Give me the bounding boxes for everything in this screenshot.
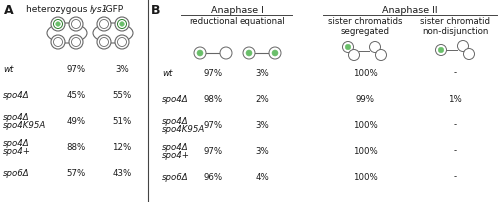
Text: spo4Δ: spo4Δ [3,90,30,100]
Circle shape [56,22,60,26]
Circle shape [51,35,65,49]
Text: sister chromatids
segregated: sister chromatids segregated [328,17,402,36]
Text: 97%: 97% [204,146,223,156]
Text: 97%: 97% [66,64,86,74]
Circle shape [345,44,351,50]
Ellipse shape [93,23,133,43]
Text: -: - [454,68,456,78]
Text: 100%: 100% [352,121,378,129]
Text: 100%: 100% [352,68,378,78]
Text: 4%: 4% [255,173,269,182]
Text: 3%: 3% [255,146,269,156]
Text: -GFP: -GFP [103,5,124,14]
Circle shape [97,35,111,49]
Text: sister chromatid
non-disjunction: sister chromatid non-disjunction [420,17,490,36]
Circle shape [220,47,232,59]
Text: reductional: reductional [189,17,238,26]
Circle shape [97,17,111,31]
Circle shape [120,22,124,26]
Circle shape [436,44,446,56]
Text: 2%: 2% [255,95,269,103]
Text: 3%: 3% [255,68,269,78]
Circle shape [100,20,108,28]
Text: A: A [4,4,14,17]
Text: -: - [454,173,456,182]
Text: spo4K95A: spo4K95A [162,124,206,134]
Text: B: B [151,4,160,17]
Text: -: - [454,121,456,129]
Text: spo4Δ: spo4Δ [162,95,188,103]
Text: equational: equational [239,17,285,26]
Text: 3%: 3% [255,121,269,129]
Text: 43%: 43% [112,168,132,178]
Circle shape [72,38,80,46]
Circle shape [243,47,255,59]
Circle shape [197,50,203,56]
Text: 12%: 12% [112,142,132,152]
Circle shape [51,17,65,31]
Text: 96%: 96% [204,173,223,182]
Text: wt: wt [3,64,13,74]
Text: 45%: 45% [66,90,86,100]
Circle shape [100,38,108,46]
Text: 97%: 97% [204,121,223,129]
Circle shape [272,50,278,56]
Text: -: - [454,146,456,156]
Text: spo4+: spo4+ [3,146,31,156]
Circle shape [54,20,62,28]
Text: 99%: 99% [356,95,374,103]
Circle shape [72,20,80,28]
Circle shape [370,41,380,53]
Circle shape [69,17,83,31]
Text: 100%: 100% [352,146,378,156]
Text: heterozygous: heterozygous [26,5,90,14]
Text: lys1: lys1 [90,5,108,14]
Text: 55%: 55% [112,90,132,100]
Circle shape [54,38,62,46]
Text: Anaphase I: Anaphase I [211,6,264,15]
Circle shape [194,47,206,59]
Circle shape [246,50,252,56]
Text: 97%: 97% [204,68,223,78]
Circle shape [342,41,353,53]
Text: 88%: 88% [66,142,86,152]
Circle shape [269,47,281,59]
Circle shape [438,47,444,53]
Circle shape [348,49,360,61]
Circle shape [115,17,129,31]
Text: spo4Δ: spo4Δ [3,139,30,147]
Text: 51%: 51% [112,117,132,125]
Text: spo4Δ: spo4Δ [162,142,188,152]
Text: Anaphase II: Anaphase II [382,6,438,15]
Circle shape [69,35,83,49]
Circle shape [118,20,126,28]
Text: spo6Δ: spo6Δ [162,173,188,182]
Text: 57%: 57% [66,168,86,178]
Circle shape [115,35,129,49]
Text: spo4+: spo4+ [162,150,190,160]
Text: 1%: 1% [448,95,462,103]
Text: 49%: 49% [66,117,86,125]
Circle shape [118,38,126,46]
Text: wt: wt [162,68,172,78]
Text: 98%: 98% [204,95,223,103]
Text: spo4K95A: spo4K95A [3,121,46,129]
Text: 100%: 100% [352,173,378,182]
Ellipse shape [47,23,87,43]
Text: spo4Δ: spo4Δ [162,117,188,125]
Text: spo4Δ: spo4Δ [3,113,30,121]
Circle shape [376,49,386,61]
Circle shape [458,40,468,52]
Circle shape [464,48,474,60]
Text: spo6Δ: spo6Δ [3,168,30,178]
Text: 3%: 3% [115,64,129,74]
